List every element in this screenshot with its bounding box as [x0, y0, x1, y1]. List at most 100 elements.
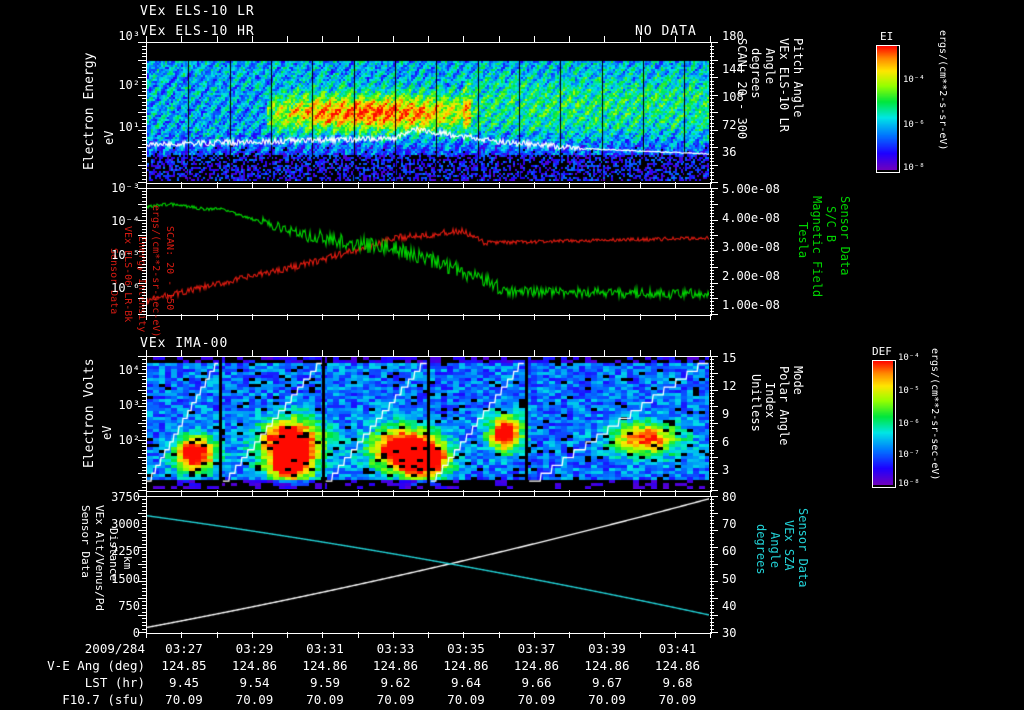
time-axis-tick: [287, 632, 288, 638]
axis-tick: [142, 591, 146, 592]
time-axis-tick: [358, 36, 359, 42]
axis-tick: [142, 595, 146, 596]
axis-tick: [142, 379, 146, 380]
axis-tick: [142, 483, 146, 484]
time-axis-tick: [287, 490, 288, 496]
axis-tick: [142, 232, 146, 233]
table-cell-0-2: 03:31: [306, 641, 344, 656]
axis-tick: [710, 245, 714, 246]
axis-tick: [710, 109, 714, 110]
axis-tick: [710, 450, 714, 451]
panel4-plot-area[interactable]: [146, 496, 712, 634]
time-axis-tick: [287, 182, 288, 188]
axis-tick: [710, 622, 714, 623]
time-axis-tick: [322, 490, 323, 496]
panel4-ytick-0: 3750: [111, 490, 140, 504]
panel1-colorbar-tick-2: 10⁻⁸: [903, 163, 925, 173]
time-axis-tick: [463, 350, 464, 356]
panel3-ytick-2: 10²: [118, 433, 140, 447]
panel1-plot-area[interactable]: [146, 42, 712, 184]
axis-tick: [710, 426, 714, 427]
axis-tick: [138, 440, 146, 441]
axis-tick: [710, 390, 718, 391]
axis-tick: [710, 204, 718, 205]
axis-tick: [710, 305, 714, 306]
axis-tick: [710, 591, 714, 592]
panel2-right-ytick-4: 1.00e-08: [722, 298, 780, 312]
axis-tick: [710, 105, 714, 106]
axis-tick: [142, 46, 146, 47]
panel1-right-label-1: VEx ELS-10 LR: [777, 38, 791, 132]
axis-tick: [710, 311, 714, 312]
axis-tick: [142, 403, 146, 404]
panel3-plot-area[interactable]: [146, 356, 712, 492]
axis-tick: [142, 608, 146, 609]
axis-tick: [138, 130, 146, 131]
axis-tick: [710, 510, 714, 511]
axis-tick: [142, 450, 146, 451]
axis-tick: [710, 298, 718, 299]
table-cell-2-0: 9.45: [168, 675, 200, 690]
table-cell-1-7: 124.86: [654, 658, 701, 673]
axis-tick: [142, 366, 146, 367]
axis-tick: [710, 406, 718, 407]
axis-tick: [138, 235, 146, 236]
panel1-colorbar-units: ergs/(cm**2-s-sr-eV): [937, 30, 948, 151]
axis-tick: [710, 605, 714, 606]
axis-tick: [710, 119, 714, 120]
axis-tick: [142, 430, 146, 431]
panel3-colorbar-tick-2: 10⁻⁶: [898, 419, 920, 429]
axis-tick: [142, 154, 146, 155]
axis-tick: [138, 60, 146, 61]
time-axis-tick: [322, 182, 323, 188]
axis-tick: [710, 513, 718, 514]
time-axis-tick: [287, 314, 288, 320]
axis-tick: [142, 523, 146, 524]
axis-tick: [710, 433, 714, 434]
axis-tick: [142, 116, 146, 117]
panel2-plot-area[interactable]: [146, 188, 712, 316]
time-axis-tick: [463, 36, 464, 42]
axis-tick: [710, 584, 714, 585]
bottom-data-table: 2009/284 V-E Ang (deg) LST (hr) F10.7 (sfu)…: [0, 640, 1024, 710]
time-axis-tick: [604, 350, 605, 356]
axis-tick: [710, 520, 714, 521]
axis-tick: [710, 126, 714, 127]
axis-tick: [142, 376, 146, 377]
axis-tick: [142, 88, 146, 89]
axis-tick: [710, 373, 718, 374]
time-axis-tick: [710, 314, 711, 320]
axis-tick: [142, 210, 146, 211]
time-axis-tick: [675, 182, 676, 188]
table-cell-2-2: 9.59: [309, 675, 341, 690]
time-axis-tick: [499, 632, 500, 638]
panel2-ytick-3: 10⁻⁶: [111, 281, 140, 295]
axis-tick: [710, 49, 714, 50]
axis-tick: [710, 232, 714, 233]
table-row-label-1: V-E Ang (deg): [47, 658, 145, 673]
time-axis-tick: [710, 490, 711, 496]
axis-tick: [710, 598, 718, 599]
time-axis-tick: [499, 350, 500, 356]
axis-tick: [138, 182, 146, 183]
panel1-colorbar-title: EI: [880, 30, 894, 43]
axis-tick: [138, 615, 146, 616]
table-cell-2-3: 9.62: [380, 675, 411, 690]
time-axis-tick: [534, 350, 535, 356]
axis-tick: [142, 84, 146, 85]
axis-tick: [142, 510, 146, 511]
axis-tick: [142, 443, 146, 444]
time-axis-tick: [710, 350, 711, 356]
axis-tick: [710, 366, 714, 367]
axis-tick: [142, 144, 146, 145]
time-axis-tick: [710, 182, 711, 188]
axis-tick: [710, 270, 714, 271]
axis-tick: [142, 257, 146, 258]
axis-tick: [142, 49, 146, 50]
time-axis-tick: [287, 350, 288, 356]
time-axis-tick: [463, 632, 464, 638]
panel4-right-ytick-2: 60: [722, 544, 737, 558]
axis-tick: [142, 191, 146, 192]
axis-tick: [710, 182, 718, 183]
panel2-right-ytick-3: 2.00e-08: [722, 269, 780, 283]
